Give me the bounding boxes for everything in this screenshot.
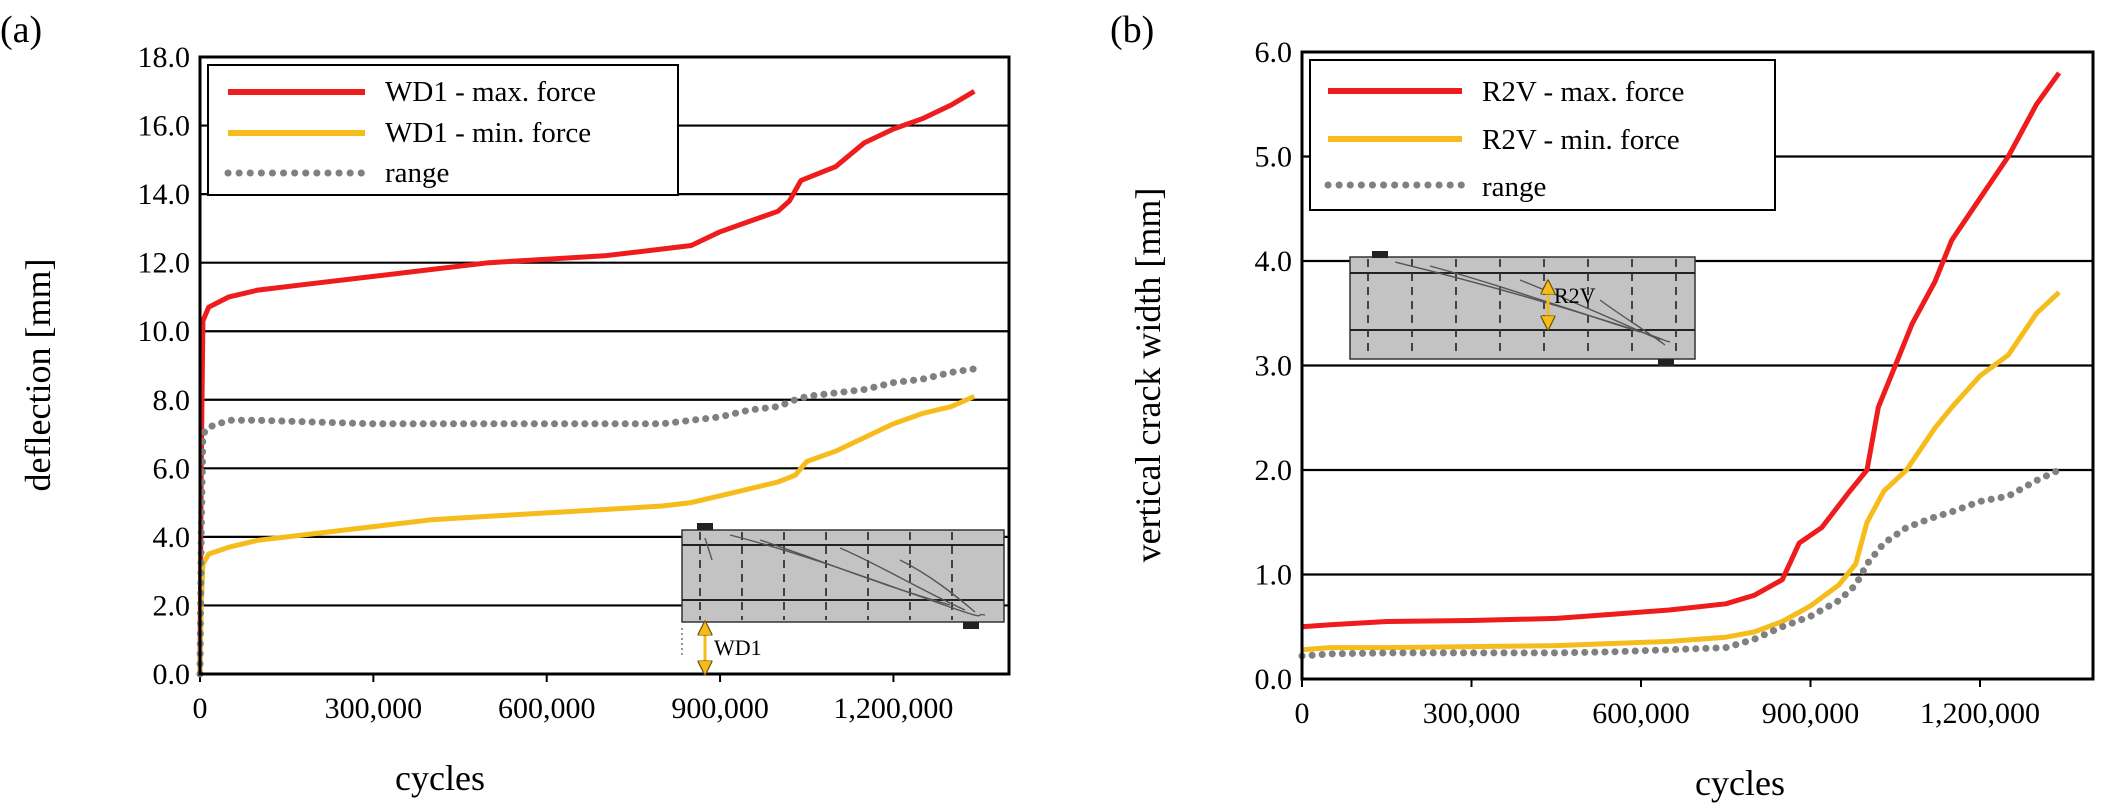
series-line-min-force — [197, 394, 976, 675]
panel-b-legend: R2V - max. force R2V - min. force range — [1309, 59, 1776, 211]
x-tick-label: 900,000 — [671, 692, 769, 725]
y-tick-label: 12.0 — [138, 247, 191, 280]
panel-a-plot-frame — [198, 55, 1011, 676]
panel-b-plot-frame — [1300, 50, 2095, 681]
x-tick-label: 1,200,000 — [833, 692, 953, 725]
y-tick-label: 4.0 — [153, 521, 191, 554]
r2v-inset-label: R2V — [1554, 283, 1596, 308]
panel-b-series — [1298, 71, 2063, 660]
legend-label-min: R2V - min. force — [1482, 124, 1680, 156]
series-line-min-force — [1301, 290, 2061, 653]
panel-a-xticks: 0 300,000 600,000 900,000 1,200,000 — [193, 674, 953, 725]
panel-a-xlabel: cycles — [395, 758, 485, 798]
panel-b-grid — [1302, 155, 2093, 576]
y-tick-label: 3.0 — [1255, 350, 1293, 383]
y-tick-label: 6.0 — [153, 452, 191, 485]
legend-label-range: range — [1482, 171, 1546, 203]
panel-a-yticks: 0.0 2.0 4.0 6.0 8.0 10.0 12.0 14.0 16.0 18.0 — [138, 41, 191, 691]
panel-a-ylabel: deflection [mm] — [18, 259, 58, 492]
y-tick-label: 2.0 — [153, 589, 191, 622]
support-plate — [963, 622, 979, 629]
x-tick-label: 0 — [193, 692, 208, 725]
y-tick-label: 2.0 — [1255, 454, 1293, 487]
beam-cracks — [704, 534, 986, 617]
panel-b-xlabel: cycles — [1695, 763, 1785, 803]
panel-b-label: (b) — [1110, 9, 1154, 51]
support-plate — [1658, 359, 1674, 366]
x-tick-label: 600,000 — [1592, 697, 1690, 730]
series-line-max-force — [1301, 71, 2062, 630]
y-tick-label: 1.0 — [1255, 559, 1293, 592]
y-tick-label: 0.0 — [1255, 663, 1293, 696]
legend-label-max: R2V - max. force — [1482, 76, 1684, 108]
beam-cracks — [1394, 261, 1671, 346]
panel-b-xticks: 0 300,000 600,000 900,000 1,200,000 — [1295, 679, 2040, 730]
y-tick-label: 16.0 — [138, 110, 191, 143]
load-plate — [1372, 251, 1388, 258]
series-line-max-force — [197, 89, 976, 675]
y-tick-label: 14.0 — [138, 178, 191, 211]
series-line-range — [1298, 466, 2063, 660]
panel-b: (b) vertical crack width [mm] cycles 0.0… — [1110, 9, 2095, 803]
panel-b-ylabel: vertical crack width [mm] — [1128, 188, 1168, 563]
panel-b-yticks: 0.0 1.0 2.0 3.0 4.0 5.0 6.0 — [1255, 36, 1293, 696]
y-tick-label: 10.0 — [138, 315, 191, 348]
x-tick-label: 900,000 — [1762, 697, 1860, 730]
panel-b-beam-sketch: R2V — [1349, 251, 1696, 366]
panel-a-legend: WD1 - max. force WD1 - min. force range — [207, 64, 679, 196]
x-tick-label: 0 — [1295, 697, 1310, 730]
panel-a-series — [196, 89, 978, 678]
y-tick-label: 4.0 — [1255, 245, 1293, 278]
load-plate — [697, 523, 713, 530]
y-tick-label: 5.0 — [1255, 141, 1293, 174]
legend-label-min: WD1 - min. force — [385, 117, 591, 149]
panel-a: (a) deflection [mm] cycles 0.0 2.0 4.0 6.0 8… — [0, 9, 1011, 798]
wd1-inset-label: WD1 — [714, 635, 762, 660]
legend-box — [1309, 59, 1776, 211]
x-tick-label: 600,000 — [498, 692, 596, 725]
beam-body — [681, 529, 1005, 623]
x-tick-label: 300,000 — [325, 692, 423, 725]
y-tick-label: 0.0 — [153, 658, 191, 691]
y-tick-label: 18.0 — [138, 41, 191, 74]
series-line-range — [196, 365, 978, 678]
panel-a-label: (a) — [0, 9, 42, 51]
panel-a-beam-sketch: WD1 — [681, 523, 1005, 668]
y-tick-label: 8.0 — [153, 384, 191, 417]
legend-label-max: WD1 - max. force — [385, 76, 596, 108]
x-tick-label: 300,000 — [1423, 697, 1521, 730]
beam-stirrups — [699, 532, 953, 620]
x-tick-label: 1,200,000 — [1920, 697, 2040, 730]
legend-label-range: range — [385, 157, 449, 189]
y-tick-label: 6.0 — [1255, 36, 1293, 69]
